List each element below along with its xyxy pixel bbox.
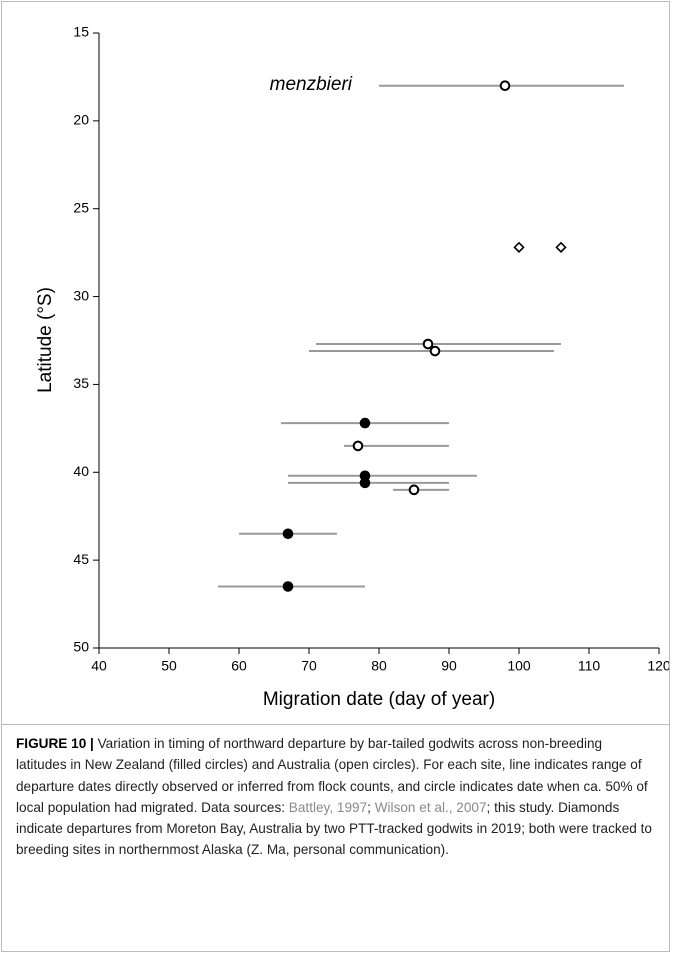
open-point [422, 338, 434, 350]
diamond-point [555, 241, 567, 254]
x-tick-label: 50 [161, 658, 177, 674]
open-point [352, 440, 364, 452]
x-tick-label: 40 [91, 658, 107, 674]
y-tick-label: 25 [73, 199, 89, 215]
open-point [429, 345, 441, 357]
filled-point [359, 417, 371, 429]
caption: FIGURE 10 | Variation in timing of north… [2, 724, 669, 861]
caption-label: FIGURE 10 | [16, 736, 94, 751]
chart: Migration date (day of year) Latitude (°… [35, 24, 669, 710]
x-tick-label: 120 [647, 658, 669, 674]
filled-point [359, 477, 371, 489]
y-tick-label: 35 [73, 375, 89, 391]
y-tick-label: 45 [73, 551, 89, 567]
x-tick-label: 70 [301, 658, 317, 674]
y-axis-label: Latitude (°S) [35, 287, 56, 393]
x-axis-label: Migration date (day of year) [263, 689, 495, 710]
x-tick-label: 80 [371, 658, 387, 674]
filled-point [282, 581, 294, 592]
y-tick-label: 30 [73, 287, 89, 303]
x-tick-label: 90 [441, 658, 457, 674]
citation-link[interactable]: Wilson et al., 2007 [374, 799, 487, 815]
y-tick-label: 50 [73, 639, 89, 655]
diamond-point [513, 241, 525, 254]
caption-text: Variation in timing of northward departu… [16, 736, 648, 815]
y-tick-label: 20 [73, 112, 89, 128]
citation-link[interactable]: Battley, 1997 [288, 799, 368, 815]
x-tick-label: 100 [507, 658, 531, 674]
x-tick-label: 60 [231, 658, 247, 674]
annotation: menzbieri [270, 74, 353, 95]
filled-point [282, 528, 294, 540]
caption-text: ; this study. Diamonds indicate departur… [16, 799, 652, 858]
open-point [408, 484, 420, 496]
x-tick-label: 110 [578, 658, 601, 674]
caption-text: ; [367, 799, 375, 815]
y-tick-label: 40 [73, 463, 89, 479]
y-tick-label: 15 [73, 24, 89, 40]
open-point [499, 80, 511, 92]
